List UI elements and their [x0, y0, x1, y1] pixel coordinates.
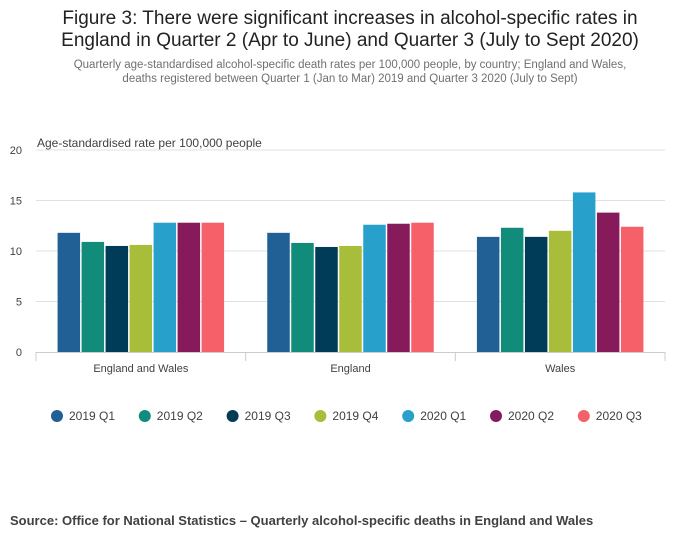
x-tick-label: England [330, 363, 370, 375]
bar[interactable] [129, 244, 153, 352]
legend-marker [51, 410, 63, 422]
legend-label: 2019 Q1 [69, 409, 115, 423]
bar[interactable] [363, 224, 386, 352]
bar[interactable] [500, 227, 524, 352]
y-tick-label: 0 [16, 347, 22, 359]
legend-marker [314, 410, 327, 422]
legend-marker [577, 410, 590, 422]
bar[interactable] [57, 232, 81, 352]
legend-label: 2019 Q3 [245, 409, 291, 423]
legend-label: 2020 Q2 [508, 409, 554, 423]
bar[interactable] [105, 245, 129, 352]
chart-title: Figure 3: There were significant increas… [0, 8, 700, 52]
legend-item[interactable]: 2020 Q2 [490, 409, 554, 423]
bar[interactable] [620, 226, 644, 352]
bar[interactable] [153, 222, 177, 352]
legend-marker [402, 410, 415, 422]
y-axis-ticks: 0 5 10 15 20 [10, 145, 22, 359]
legend-item[interactable]: 2019 Q1 [51, 409, 115, 423]
bar[interactable] [291, 242, 314, 352]
bar-chart: Age-standardised rate per 100,000 people… [10, 136, 666, 423]
bar[interactable] [267, 232, 290, 352]
chart-title-line-1: Figure 3: There were significant increas… [62, 8, 638, 29]
bar[interactable] [339, 245, 362, 352]
bar[interactable] [315, 246, 338, 352]
bar[interactable] [524, 236, 548, 352]
bar[interactable] [411, 222, 434, 352]
bar[interactable] [596, 212, 620, 352]
bars [57, 192, 644, 352]
legend-label: 2019 Q4 [332, 409, 378, 423]
legend-marker [138, 410, 151, 422]
bar[interactable] [81, 241, 105, 352]
chart-subtitle: Quarterly age-standardised alcohol-speci… [0, 58, 700, 86]
legend-item[interactable]: 2020 Q3 [577, 409, 642, 423]
chart-title-line-2: England in Quarter 2 (Apr to June) and Q… [61, 30, 639, 51]
legend-item[interactable]: 2020 Q1 [402, 409, 467, 423]
y-axis-label: Age-standardised rate per 100,000 people [37, 136, 262, 150]
y-tick-label: 5 [16, 297, 22, 309]
legend-item[interactable]: 2019 Q2 [138, 409, 203, 423]
x-tick-label: England and Wales [93, 363, 188, 375]
chart-subtitle-line-1: Quarterly age-standardised alcohol-speci… [73, 59, 627, 71]
y-tick-label: 15 [10, 196, 22, 208]
legend-label: 2020 Q3 [596, 409, 642, 423]
legend-item[interactable]: 2019 Q3 [226, 409, 291, 423]
bar[interactable] [572, 192, 596, 352]
chart-subtitle-line-2: deaths registered between Quarter 1 (Jan… [122, 73, 578, 85]
legend-marker [226, 410, 239, 422]
y-tick-label: 10 [10, 246, 22, 258]
legend: 2019 Q1 2019 Q2 2019 Q3 2019 Q4 2020 Q1 2020 … [51, 409, 642, 423]
x-axis: England and Wales England Wales [35, 352, 666, 375]
bar[interactable] [387, 223, 410, 352]
bar[interactable] [548, 230, 572, 352]
bar[interactable] [201, 222, 225, 352]
bar[interactable] [177, 222, 201, 352]
y-tick-label: 20 [10, 145, 22, 157]
legend-marker [490, 410, 502, 422]
source-note: Source: Office for National Statistics –… [10, 513, 594, 528]
x-tick-label: Wales [545, 363, 576, 375]
legend-item[interactable]: 2019 Q4 [314, 409, 379, 423]
bar[interactable] [476, 236, 500, 352]
legend-label: 2020 Q1 [420, 409, 466, 423]
legend-label: 2019 Q2 [157, 409, 203, 423]
